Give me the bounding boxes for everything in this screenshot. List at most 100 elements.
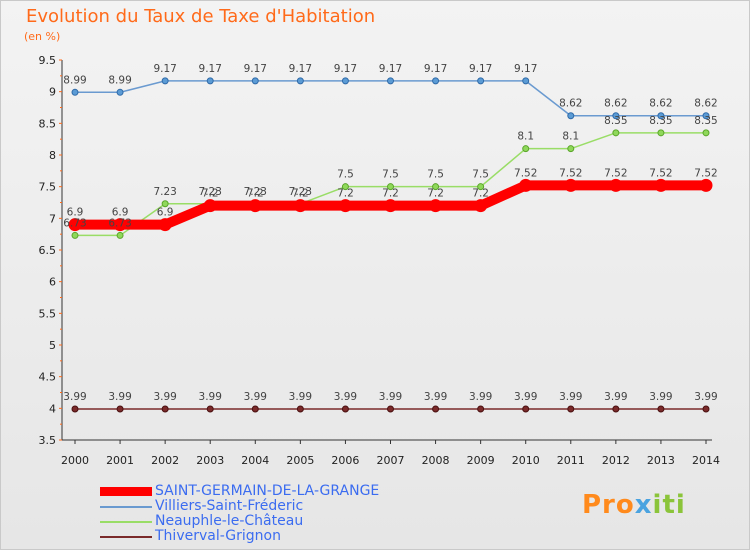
data-point-2-8 [432,183,440,191]
data-label-3-7: 3.99 [379,391,402,403]
data-label-1-5: 9.17 [289,63,312,75]
data-point-1-5 [296,77,304,85]
y-tick-label-11: 9 [49,86,56,99]
data-point-1-10 [522,77,530,85]
data-point-1-0 [71,88,79,96]
y-tick-label-10: 8.5 [39,117,57,130]
data-label-1-12: 8.62 [604,98,627,110]
x-tick-label-2009: 2009 [467,454,495,467]
data-label-1-7: 9.17 [379,63,402,75]
data-label-3-2: 3.99 [153,391,176,403]
data-point-3-0 [71,405,79,413]
data-point-2-2 [161,200,169,208]
data-label-2-13: 8.35 [649,115,672,127]
x-tick-label-2002: 2002 [151,454,179,467]
chart-title: Evolution du Taux de Taxe d'Habitation [26,6,376,27]
x-tick-label-2014: 2014 [692,454,720,467]
data-point-3-13 [657,405,665,413]
data-point-0-4 [248,199,262,213]
data-point-1-1 [116,88,124,96]
data-label-0-4: 7.2 [247,188,264,200]
data-label-3-6: 3.99 [334,391,357,403]
data-label-1-0: 8.99 [63,74,86,86]
data-point-3-3 [206,405,214,413]
data-point-3-10 [522,405,530,413]
data-point-2-9 [477,183,485,191]
data-label-0-9: 7.2 [472,188,489,200]
data-point-0-3 [203,199,217,213]
data-point-1-12 [612,112,620,120]
data-point-0-8 [429,199,443,213]
data-label-3-4: 3.99 [244,391,267,403]
data-label-3-3: 3.99 [199,391,222,403]
data-label-3-12: 3.99 [604,391,627,403]
data-point-3-9 [477,405,485,413]
data-point-0-1 [113,218,127,232]
data-point-0-11 [564,178,578,192]
data-label-0-0: 6.9 [67,207,84,219]
data-label-2-2: 7.23 [153,186,176,198]
y-tick-label-9: 8 [49,149,56,162]
data-point-3-1 [116,405,124,413]
y-tick-label-12: 9.5 [39,54,57,67]
data-point-2-1 [116,231,124,239]
data-point-2-0 [71,231,79,239]
data-point-1-2 [161,77,169,85]
data-point-3-14 [702,405,710,413]
legend-swatch-3 [100,536,152,538]
data-point-1-14 [702,112,710,120]
chart-subtitle: (en %) [24,30,61,43]
data-label-0-5: 7.2 [292,188,309,200]
data-label-2-3: 7.23 [199,186,222,198]
data-point-1-11 [567,112,575,120]
data-label-0-7: 7.2 [382,188,399,200]
x-tick-label-2008: 2008 [422,454,450,467]
x-tick-label-2013: 2013 [647,454,675,467]
data-point-0-6 [338,199,352,213]
legend-label-2: Neauphle-le-Château [155,513,304,529]
data-label-1-3: 9.17 [199,63,222,75]
data-point-0-0 [68,218,82,232]
data-label-1-8: 9.17 [424,63,447,75]
data-point-0-13 [654,178,668,192]
x-tick-label-2012: 2012 [602,454,630,467]
y-tick-label-7: 7 [49,212,56,225]
data-label-3-10: 3.99 [514,391,537,403]
x-tick-label-2006: 2006 [331,454,359,467]
y-tick-label-5: 6 [49,276,56,289]
data-point-0-10 [519,178,533,192]
x-tick-label-2010: 2010 [512,454,540,467]
x-tick-label-2007: 2007 [377,454,405,467]
y-tick-label-2: 4.5 [39,371,57,384]
data-label-0-3: 7.2 [202,188,219,200]
data-point-2-13 [657,129,665,137]
y-tick-label-8: 7.5 [39,181,57,194]
data-point-1-7 [387,77,394,85]
data-point-0-9 [474,199,488,213]
legend-swatch-1 [100,506,152,508]
x-tick-label-2003: 2003 [196,454,224,467]
data-point-1-13 [657,112,665,120]
x-tick-label-2004: 2004 [241,454,269,467]
data-label-2-5: 7.23 [289,186,312,198]
data-point-0-7 [384,199,397,213]
data-label-0-1: 6.9 [112,207,129,219]
y-tick-label-0: 3.5 [39,434,57,447]
data-point-0-14 [699,178,713,192]
data-point-3-11 [567,405,575,413]
data-point-2-7 [387,183,394,191]
data-point-3-8 [432,405,440,413]
x-tick-label-2011: 2011 [557,454,585,467]
data-label-3-11: 3.99 [559,391,582,403]
y-tick-label-6: 6.5 [39,244,57,257]
data-label-3-8: 3.99 [424,391,447,403]
legend-label-1: Villiers-Saint-Fréderic [155,498,304,514]
data-label-2-11: 8.1 [562,131,579,143]
y-tick-label-3: 5 [49,339,56,352]
data-point-0-5 [293,199,307,213]
y-tick-label-1: 4 [49,402,56,415]
data-label-0-11: 7.52 [559,167,582,179]
data-label-2-8: 7.5 [427,169,444,181]
data-point-3-5 [296,405,304,413]
data-label-1-2: 9.17 [153,63,176,75]
